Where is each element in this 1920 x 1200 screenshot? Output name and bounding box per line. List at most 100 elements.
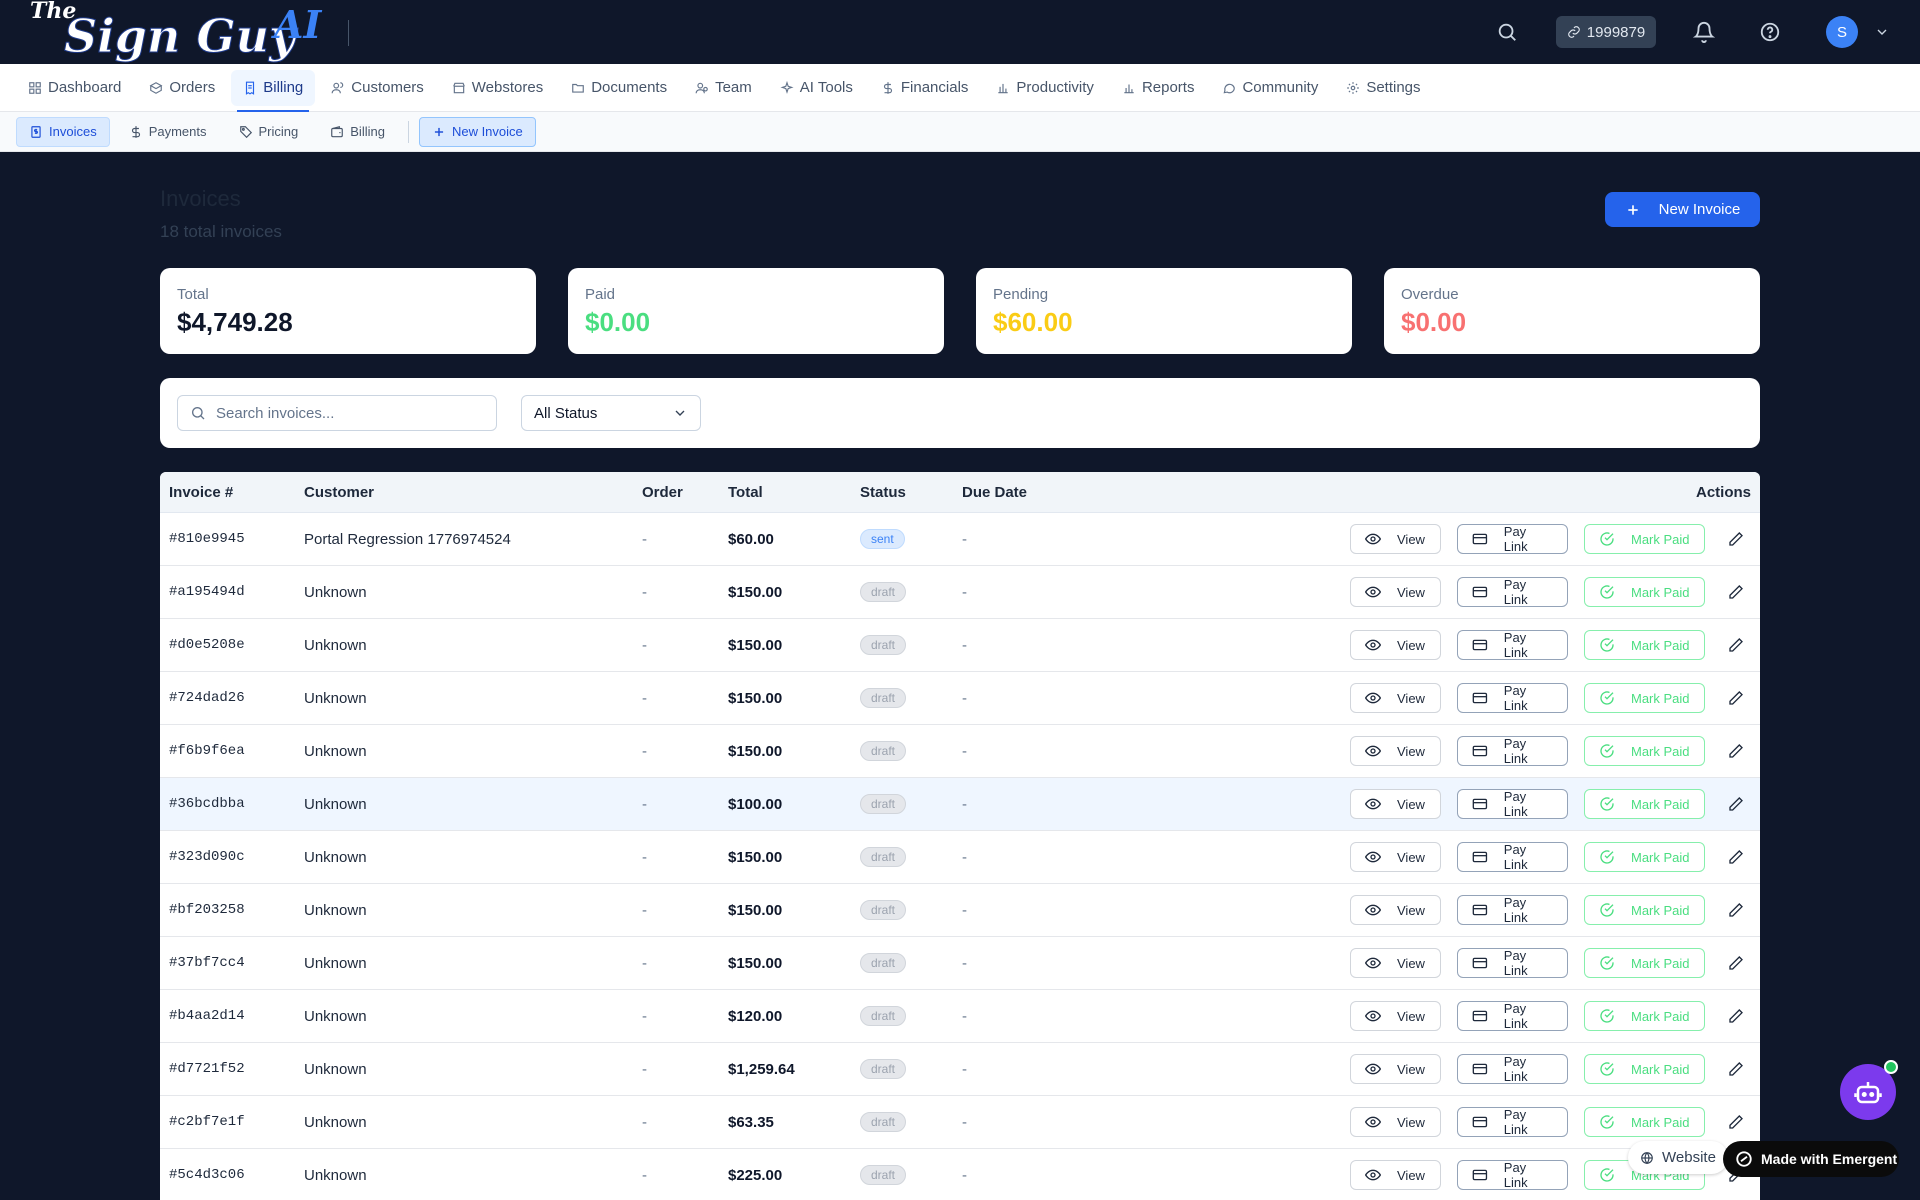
table-row[interactable]: #c2bf7e1f Unknown - $63.35 draft - View Pay Lin… xyxy=(160,1096,1760,1149)
table-row[interactable]: #f6b9f6ea Unknown - $150.00 draft - View Pay Li… xyxy=(160,725,1760,778)
edit-button[interactable] xyxy=(1721,948,1751,978)
subnav-payments[interactable]: Payments xyxy=(116,117,220,147)
invoice-number[interactable]: #d7721f52 xyxy=(169,1061,245,1077)
invoice-number[interactable]: #5c4d3c06 xyxy=(169,1167,245,1183)
view-button[interactable]: View xyxy=(1350,1054,1441,1084)
nav-item-orders[interactable]: Orders xyxy=(137,70,227,106)
edit-button[interactable] xyxy=(1721,1054,1751,1084)
search-input[interactable] xyxy=(216,404,486,422)
pay-link-button[interactable]: Pay Link xyxy=(1457,683,1568,713)
edit-button[interactable] xyxy=(1721,895,1751,925)
new-invoice-button[interactable]: New Invoice xyxy=(1605,192,1760,227)
view-button[interactable]: View xyxy=(1350,1001,1441,1031)
chevron-down-icon[interactable] xyxy=(1874,24,1890,40)
made-with-emergent-badge[interactable]: Made with Emergent xyxy=(1723,1141,1899,1177)
mark-paid-button[interactable]: Mark Paid xyxy=(1584,895,1705,925)
nav-item-documents[interactable]: Documents xyxy=(559,70,679,106)
mark-paid-button[interactable]: Mark Paid xyxy=(1584,1107,1705,1137)
mark-paid-button[interactable]: Mark Paid xyxy=(1584,577,1705,607)
invoice-number[interactable]: #c2bf7e1f xyxy=(169,1114,245,1130)
header-invoice[interactable]: Invoice # xyxy=(169,483,234,501)
credits-badge[interactable]: 1999879 xyxy=(1556,16,1656,48)
invoice-number[interactable]: #323d090c xyxy=(169,849,245,865)
view-button[interactable]: View xyxy=(1350,948,1441,978)
invoice-number[interactable]: #36bcdbba xyxy=(169,796,245,812)
subnav-new-invoice[interactable]: New Invoice xyxy=(418,116,536,147)
edit-button[interactable] xyxy=(1721,524,1751,554)
table-row[interactable]: #a195494d Unknown - $150.00 draft - View Pay Li… xyxy=(160,566,1760,619)
pay-link-button[interactable]: Pay Link xyxy=(1457,630,1568,660)
view-button[interactable]: View xyxy=(1350,524,1441,554)
invoice-number[interactable]: #f6b9f6ea xyxy=(169,743,245,759)
invoice-number[interactable]: #810e9945 xyxy=(169,531,245,547)
pay-link-button[interactable]: Pay Link xyxy=(1457,842,1568,872)
table-row[interactable]: #36bcdbba Unknown - $100.00 draft - View Pay Li… xyxy=(160,778,1760,831)
search-icon[interactable] xyxy=(1496,21,1518,43)
edit-button[interactable] xyxy=(1721,1001,1751,1031)
table-row[interactable]: #323d090c Unknown - $150.00 draft - View Pay Li… xyxy=(160,831,1760,884)
nav-item-financials[interactable]: Financials xyxy=(869,70,981,106)
assistant-bot-button[interactable] xyxy=(1840,1064,1896,1120)
view-button[interactable]: View xyxy=(1350,895,1441,925)
help-icon[interactable] xyxy=(1759,21,1781,43)
edit-button[interactable] xyxy=(1721,577,1751,607)
edit-button[interactable] xyxy=(1721,736,1751,766)
view-button[interactable]: View xyxy=(1350,789,1441,819)
header-status[interactable]: Status xyxy=(860,483,906,501)
invoice-number[interactable]: #37bf7cc4 xyxy=(169,955,245,971)
table-row[interactable]: #810e9945 Portal Regression 1776974524 - $6… xyxy=(160,513,1760,566)
table-row[interactable]: #d7721f52 Unknown - $1,259.64 draft - View Pay … xyxy=(160,1043,1760,1096)
mark-paid-button[interactable]: Mark Paid xyxy=(1584,842,1705,872)
pay-link-button[interactable]: Pay Link xyxy=(1457,789,1568,819)
invoice-number[interactable]: #724dad26 xyxy=(169,690,245,706)
header-due-date[interactable]: Due Date xyxy=(962,483,1028,501)
table-row[interactable]: #d0e5208e Unknown - $150.00 draft - View Pay Li… xyxy=(160,619,1760,672)
mark-paid-button[interactable]: Mark Paid xyxy=(1584,948,1705,978)
nav-item-ai-tools[interactable]: AI Tools xyxy=(768,70,865,106)
nav-item-team[interactable]: Team xyxy=(683,70,764,106)
nav-item-webstores[interactable]: Webstores xyxy=(440,70,555,106)
nav-item-productivity[interactable]: Productivity xyxy=(984,70,1106,106)
table-row[interactable]: #bf203258 Unknown - $150.00 draft - View Pay Li… xyxy=(160,884,1760,937)
invoice-number[interactable]: #b4aa2d14 xyxy=(169,1008,245,1024)
header-order[interactable]: Order xyxy=(642,483,683,501)
subnav-invoices[interactable]: Invoices xyxy=(16,116,110,147)
edit-button[interactable] xyxy=(1721,683,1751,713)
edit-button[interactable] xyxy=(1721,1107,1751,1137)
table-row[interactable]: #b4aa2d14 Unknown - $120.00 draft - View Pay Li… xyxy=(160,990,1760,1043)
mark-paid-button[interactable]: Mark Paid xyxy=(1584,736,1705,766)
view-button[interactable]: View xyxy=(1350,1160,1441,1190)
search-box[interactable] xyxy=(177,395,497,431)
invoice-number[interactable]: #a195494d xyxy=(169,584,245,600)
avatar[interactable]: S xyxy=(1826,16,1858,48)
mark-paid-button[interactable]: Mark Paid xyxy=(1584,683,1705,713)
mark-paid-button[interactable]: Mark Paid xyxy=(1584,789,1705,819)
mark-paid-button[interactable]: Mark Paid xyxy=(1584,1001,1705,1031)
nav-item-reports[interactable]: Reports xyxy=(1110,70,1207,106)
table-row[interactable]: #724dad26 Unknown - $150.00 draft - View Pay Li… xyxy=(160,672,1760,725)
pay-link-button[interactable]: Pay Link xyxy=(1457,1001,1568,1031)
nav-item-customers[interactable]: Customers xyxy=(319,70,436,106)
mark-paid-button[interactable]: Mark Paid xyxy=(1584,524,1705,554)
table-row[interactable]: #37bf7cc4 Unknown - $150.00 draft - View Pay Li… xyxy=(160,937,1760,990)
header-total[interactable]: Total xyxy=(728,483,763,501)
mark-paid-button[interactable]: Mark Paid xyxy=(1584,630,1705,660)
view-button[interactable]: View xyxy=(1350,842,1441,872)
pay-link-button[interactable]: Pay Link xyxy=(1457,1107,1568,1137)
header-customer[interactable]: Customer xyxy=(304,483,375,501)
subnav-billing[interactable]: Billing xyxy=(317,117,398,147)
edit-button[interactable] xyxy=(1721,789,1751,819)
bell-icon[interactable] xyxy=(1693,21,1715,43)
view-button[interactable]: View xyxy=(1350,577,1441,607)
subnav-pricing[interactable]: Pricing xyxy=(226,117,312,147)
view-button[interactable]: View xyxy=(1350,630,1441,660)
table-row[interactable]: #5c4d3c06 Unknown - $225.00 draft - View Pay Li… xyxy=(160,1149,1760,1200)
edit-button[interactable] xyxy=(1721,630,1751,660)
pay-link-button[interactable]: Pay Link xyxy=(1457,948,1568,978)
pay-link-button[interactable]: Pay Link xyxy=(1457,524,1568,554)
view-button[interactable]: View xyxy=(1350,1107,1441,1137)
view-button[interactable]: View xyxy=(1350,736,1441,766)
view-button[interactable]: View xyxy=(1350,683,1441,713)
brand-logo[interactable]: The Sign Guy AI xyxy=(26,0,326,64)
invoice-number[interactable]: #d0e5208e xyxy=(169,637,245,653)
